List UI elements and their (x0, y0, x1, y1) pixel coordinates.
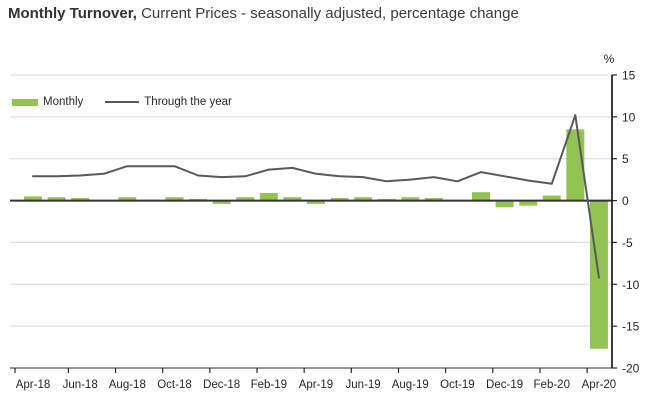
monthly-series-label: Monthly (43, 96, 84, 108)
x-tick-label: Apr-20 (582, 379, 617, 391)
bar-Apr-18 (24, 196, 42, 201)
chart-legend: Monthly Through the year (12, 96, 232, 108)
bar-Dec-18 (212, 200, 231, 204)
bar-Apr-19 (306, 200, 325, 204)
y-tick-label: -15 (622, 320, 640, 334)
y-tick-label: 10 (622, 110, 636, 124)
bar-Oct-18 (165, 197, 184, 201)
bar-Jun-18 (71, 198, 90, 201)
x-tick-label: Aug-18 (109, 379, 146, 391)
x-tick-label: Apr-19 (299, 379, 334, 391)
bar-Aug-18 (118, 197, 137, 201)
bar-Jan-20 (519, 200, 538, 206)
x-tick-label: Dec-18 (203, 379, 240, 391)
y-tick-label: -5 (622, 236, 633, 250)
bar-Jan-19 (236, 197, 255, 201)
x-tick-label: Oct-19 (440, 379, 475, 391)
bar-Nov-19 (472, 192, 491, 201)
x-tick-label: Aug-19 (392, 379, 429, 391)
y-tick-label: -20 (622, 362, 640, 376)
y-tick-label: -10 (622, 278, 640, 292)
bar-May-19 (330, 198, 349, 201)
chart-title: Monthly Turnover, Current Prices - seaso… (8, 5, 519, 22)
bar-Feb-20 (542, 195, 561, 201)
y-tick-label: 0 (622, 194, 629, 208)
bar-Feb-19 (259, 193, 278, 201)
x-tick-label: Dec-19 (486, 379, 523, 391)
chart-title-subtitle: Current Prices - seasonally adjusted, pe… (136, 5, 519, 22)
x-tick-label: Oct-18 (157, 379, 192, 391)
through-the-year-series-label: Through the year (144, 96, 232, 108)
x-tick-label: Jun-18 (63, 379, 98, 391)
x-tick-label: Jun-19 (346, 379, 381, 391)
x-tick-label: Apr-18 (16, 379, 51, 391)
through-the-year-line (32, 114, 600, 279)
bar-Dec-19 (495, 200, 514, 208)
y-axis-unit: % (604, 52, 615, 66)
through-the-year-series-swatch (105, 101, 140, 103)
bar-Mar-19 (283, 197, 302, 201)
y-tick-label: 5 (622, 152, 629, 166)
x-tick-label: Feb-19 (251, 379, 287, 391)
monthly-series-swatch (12, 98, 38, 106)
chart-title-bold: Monthly Turnover, (8, 5, 137, 22)
bar-May-18 (47, 197, 66, 201)
bar-Jun-19 (354, 197, 373, 201)
bar-Sep-19 (424, 198, 443, 201)
bar-Aug-19 (401, 197, 420, 201)
y-tick-label: 15 (622, 69, 636, 83)
x-tick-label: Feb-20 (534, 379, 570, 391)
